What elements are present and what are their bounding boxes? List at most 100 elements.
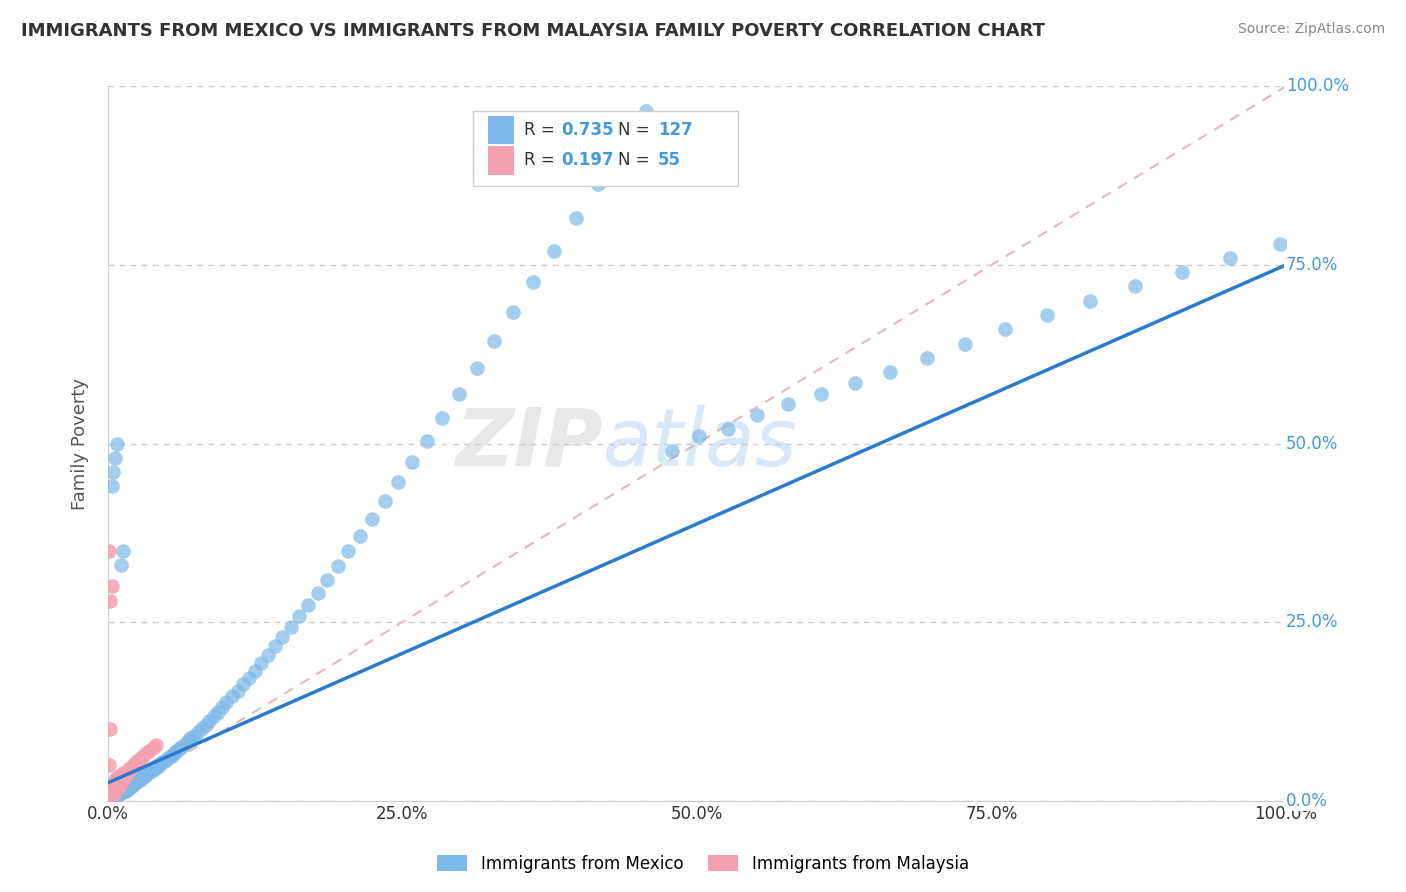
Point — [108, 778, 131, 792]
Point — [186, 725, 208, 739]
Text: atlas: atlas — [603, 405, 797, 483]
Point — [122, 775, 145, 789]
Point — [167, 742, 190, 756]
Point — [136, 765, 159, 780]
Point — [141, 764, 163, 778]
Point — [120, 762, 142, 776]
Point — [994, 322, 1017, 336]
Point — [484, 334, 506, 348]
Point — [104, 785, 127, 799]
Point — [100, 479, 122, 493]
Point — [100, 789, 122, 803]
Text: 0.0%: 0.0% — [1286, 791, 1327, 810]
Point — [111, 769, 134, 783]
Point — [374, 494, 396, 508]
Point — [337, 544, 360, 558]
Point — [416, 434, 439, 448]
Point — [100, 785, 122, 799]
Point — [103, 780, 125, 795]
Text: N =: N = — [619, 121, 655, 139]
Point — [202, 709, 225, 723]
Text: ZIP: ZIP — [456, 405, 603, 483]
Point — [238, 671, 260, 685]
Point — [98, 543, 121, 558]
Point — [103, 776, 125, 790]
FancyBboxPatch shape — [488, 116, 515, 145]
Point — [122, 758, 145, 772]
Point — [107, 436, 129, 450]
Point — [115, 766, 138, 780]
Point — [111, 784, 134, 798]
Point — [316, 573, 339, 587]
Point — [121, 760, 143, 774]
Point — [114, 765, 136, 780]
Point — [98, 722, 121, 736]
Point — [114, 771, 136, 785]
Point — [194, 718, 217, 732]
Point — [1219, 251, 1241, 265]
FancyBboxPatch shape — [488, 146, 515, 175]
Point — [150, 756, 173, 771]
Point — [98, 593, 121, 607]
Text: 55: 55 — [658, 152, 681, 169]
Point — [121, 777, 143, 791]
Point — [586, 177, 609, 191]
Point — [129, 772, 152, 786]
Point — [125, 774, 148, 789]
Point — [114, 782, 136, 797]
Point — [129, 770, 152, 784]
Point — [98, 787, 121, 801]
Point — [114, 783, 136, 797]
Point — [114, 783, 136, 797]
Point — [716, 422, 738, 436]
Point — [138, 744, 160, 758]
Text: Source: ZipAtlas.com: Source: ZipAtlas.com — [1237, 22, 1385, 37]
Point — [915, 351, 938, 365]
Text: R =: R = — [524, 152, 560, 169]
Point — [134, 769, 156, 783]
Point — [138, 764, 160, 779]
Point — [101, 778, 124, 792]
Point — [215, 695, 238, 709]
Point — [226, 683, 249, 698]
Point — [179, 731, 201, 746]
Point — [131, 771, 153, 785]
Point — [142, 762, 165, 776]
Point — [232, 677, 254, 691]
Point — [105, 778, 128, 792]
Point — [111, 774, 134, 789]
Point — [107, 773, 129, 788]
Point — [100, 780, 122, 795]
Point — [1171, 265, 1194, 279]
Point — [142, 740, 165, 755]
Point — [104, 773, 127, 788]
Point — [432, 410, 454, 425]
Point — [121, 778, 143, 792]
Point — [122, 776, 145, 790]
Point — [145, 738, 167, 752]
Point — [112, 783, 135, 797]
Text: 75.0%: 75.0% — [1286, 256, 1339, 274]
Point — [108, 785, 131, 799]
Point — [1123, 279, 1146, 293]
Point — [118, 780, 141, 795]
Point — [118, 763, 141, 777]
Point — [104, 780, 127, 794]
Point — [132, 769, 155, 783]
Point — [128, 772, 150, 787]
Point — [103, 787, 125, 801]
Point — [101, 788, 124, 802]
Point — [810, 386, 832, 401]
Point — [280, 620, 302, 634]
Point — [112, 772, 135, 787]
Point — [1035, 308, 1057, 322]
Point — [153, 754, 176, 768]
Point — [160, 748, 183, 763]
Point — [502, 305, 524, 319]
Point — [688, 429, 710, 443]
Point — [110, 776, 132, 790]
Point — [114, 769, 136, 783]
Point — [879, 365, 901, 379]
Point — [135, 765, 157, 780]
Point — [1078, 293, 1101, 308]
